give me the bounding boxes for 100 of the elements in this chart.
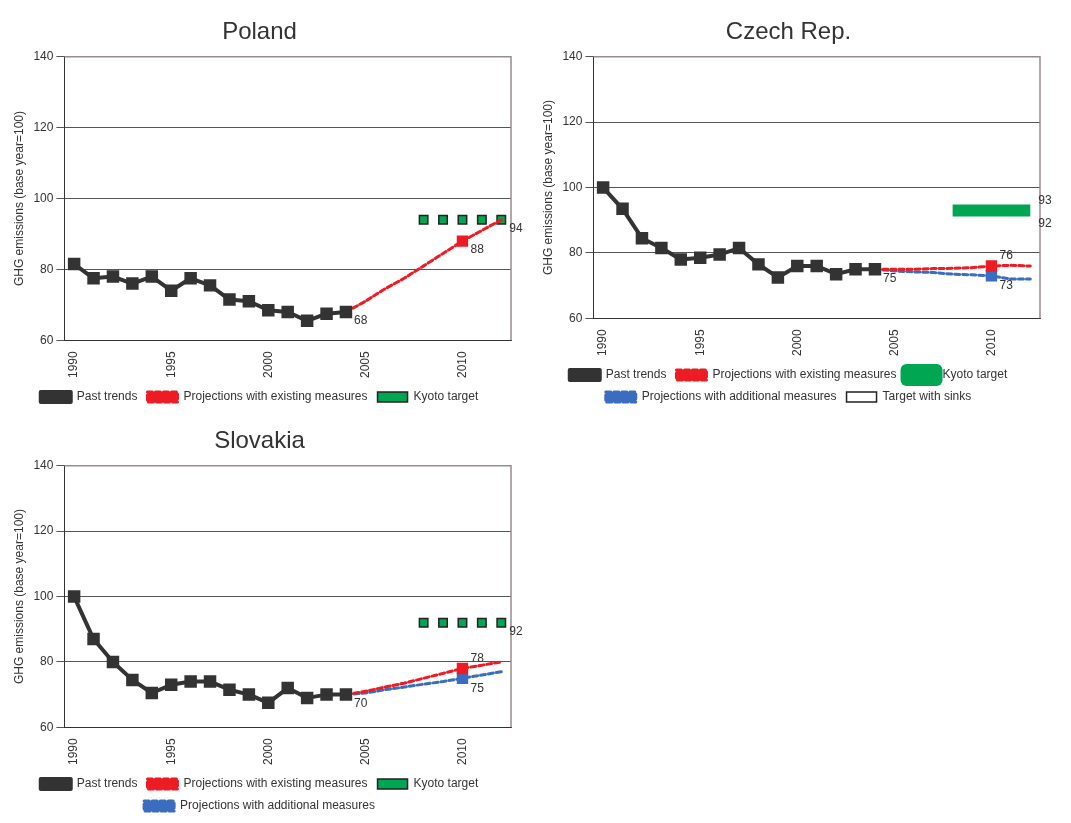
point bbox=[732, 241, 746, 255]
point bbox=[635, 231, 649, 245]
x-tick-label: 2010 bbox=[454, 737, 469, 766]
legend-label: Past trends bbox=[76, 389, 138, 404]
annotation: 73 bbox=[999, 278, 1014, 293]
point bbox=[810, 259, 823, 273]
legend-label: Projections with additional measures bbox=[641, 389, 837, 404]
annotation: 93 bbox=[1038, 192, 1052, 207]
point bbox=[87, 272, 100, 285]
point bbox=[300, 314, 314, 328]
y-tick-label: 60 bbox=[569, 310, 583, 325]
y-tick-label: 100 bbox=[33, 190, 54, 205]
y-axis-title: GHG emissions (base year=100) bbox=[11, 509, 26, 685]
point bbox=[713, 248, 726, 261]
point bbox=[203, 279, 217, 292]
legend-label: Projections with existing measures bbox=[183, 389, 368, 404]
chart-title: Czech Rep. bbox=[725, 17, 852, 45]
legend-label: Projections with existing measures bbox=[183, 776, 368, 791]
point bbox=[771, 271, 785, 284]
point bbox=[87, 632, 100, 646]
point bbox=[339, 688, 353, 701]
annotation: 68 bbox=[353, 313, 368, 328]
y-tick-label: 80 bbox=[40, 654, 54, 669]
y-tick-label: 60 bbox=[40, 332, 54, 347]
point bbox=[67, 590, 81, 603]
point bbox=[476, 214, 487, 225]
y-tick-label: 80 bbox=[40, 261, 54, 276]
y-tick-label: 80 bbox=[569, 245, 583, 260]
point bbox=[320, 307, 333, 320]
annotation: 75 bbox=[470, 680, 485, 695]
point bbox=[476, 617, 487, 628]
x-tick-label: 1990 bbox=[595, 328, 610, 357]
x-tick-label: 2005 bbox=[357, 737, 372, 766]
point bbox=[164, 678, 178, 692]
point bbox=[438, 214, 449, 225]
y-tick-label: 140 bbox=[33, 49, 54, 64]
point bbox=[339, 305, 353, 319]
x-tick-label: 2000 bbox=[260, 350, 275, 379]
annotation: 92 bbox=[509, 624, 523, 639]
point bbox=[655, 241, 668, 255]
y-tick-label: 120 bbox=[33, 523, 54, 538]
x-tick-label: 2010 bbox=[983, 328, 998, 357]
point bbox=[868, 263, 882, 276]
point bbox=[791, 259, 804, 273]
legend-label: Kyoto target bbox=[942, 367, 1008, 382]
annotation: 75 bbox=[882, 270, 897, 285]
x-tick-label: 2005 bbox=[357, 350, 372, 379]
point bbox=[496, 617, 507, 628]
point bbox=[457, 617, 468, 628]
annotation: 70 bbox=[353, 695, 368, 710]
point bbox=[752, 258, 765, 271]
point bbox=[674, 253, 688, 266]
point bbox=[164, 284, 178, 297]
y-axis-title: GHG emissions (base year=100) bbox=[540, 100, 555, 276]
point bbox=[126, 673, 139, 687]
point bbox=[320, 688, 333, 701]
legend-label: Past trends bbox=[605, 367, 667, 382]
point bbox=[418, 214, 429, 225]
point bbox=[457, 214, 468, 225]
point bbox=[281, 305, 294, 319]
x-tick-label: 2000 bbox=[789, 328, 804, 357]
y-tick-label: 100 bbox=[33, 588, 54, 603]
chart-title: Poland bbox=[222, 17, 297, 45]
legend-label: Projections with existing measures bbox=[712, 367, 897, 382]
point bbox=[262, 303, 275, 317]
y-tick-label: 140 bbox=[562, 49, 583, 64]
y-axis-title: GHG emissions (base year=100) bbox=[11, 111, 26, 287]
x-tick-label: 1995 bbox=[692, 328, 707, 357]
point bbox=[281, 681, 294, 695]
annotation: 94 bbox=[509, 221, 523, 236]
y-tick-label: 120 bbox=[562, 114, 583, 129]
x-tick-label: 2005 bbox=[886, 328, 901, 357]
point bbox=[849, 263, 862, 276]
point bbox=[596, 181, 610, 194]
x-tick-label: 2010 bbox=[454, 350, 469, 379]
point bbox=[438, 617, 449, 628]
y-tick-label: 120 bbox=[33, 119, 54, 134]
x-tick-label: 1995 bbox=[163, 737, 178, 766]
point bbox=[126, 277, 139, 290]
point bbox=[184, 675, 197, 688]
point bbox=[616, 202, 629, 216]
point bbox=[184, 272, 197, 285]
legend-label: Target with sinks bbox=[882, 389, 972, 404]
annotation: 92 bbox=[1038, 216, 1052, 231]
point bbox=[106, 655, 120, 669]
point bbox=[223, 293, 236, 306]
x-tick-label: 1990 bbox=[66, 350, 81, 379]
chart-title: Slovakia bbox=[214, 426, 306, 454]
x-tick-label: 1995 bbox=[163, 350, 178, 379]
y-tick-label: 140 bbox=[33, 458, 54, 473]
point bbox=[242, 688, 256, 701]
point bbox=[223, 683, 236, 696]
x-tick-label: 1990 bbox=[66, 737, 81, 766]
point bbox=[145, 270, 159, 283]
point bbox=[693, 251, 707, 265]
point bbox=[67, 257, 81, 271]
point bbox=[106, 270, 120, 283]
legend-label: Projections with additional measures bbox=[180, 798, 375, 813]
legend-label: Kyoto target bbox=[413, 776, 479, 791]
point bbox=[242, 295, 256, 308]
